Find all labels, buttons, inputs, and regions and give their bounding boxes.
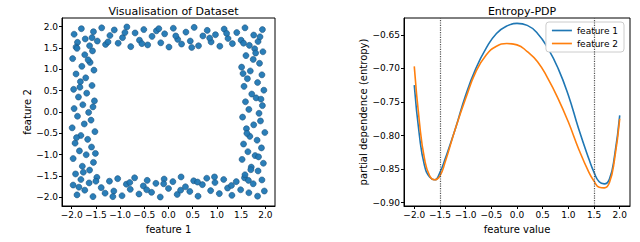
- svg-text:−0.5: −0.5: [480, 210, 502, 220]
- svg-text:−2.0: −2.0: [36, 192, 58, 202]
- svg-text:feature 1: feature 1: [577, 26, 618, 36]
- svg-text:−0.65: −0.65: [372, 30, 400, 40]
- svg-text:2.0: 2.0: [258, 210, 273, 220]
- svg-text:−0.85: −0.85: [372, 164, 400, 174]
- svg-text:−1.5: −1.5: [85, 210, 107, 220]
- svg-text:0.5: 0.5: [44, 86, 58, 96]
- svg-text:2.0: 2.0: [44, 22, 59, 32]
- svg-text:−1.0: −1.0: [455, 210, 477, 220]
- svg-text:0.0: 0.0: [44, 107, 59, 117]
- svg-text:1.5: 1.5: [44, 43, 58, 53]
- svg-text:−1.0: −1.0: [36, 150, 58, 160]
- svg-text:−0.5: −0.5: [36, 128, 58, 138]
- svg-text:feature 2: feature 2: [22, 89, 33, 135]
- svg-text:−0.90: −0.90: [372, 198, 400, 208]
- svg-text:partial dependence (entropy): partial dependence (entropy): [358, 38, 369, 185]
- svg-text:Visualisation of Dataset: Visualisation of Dataset: [108, 5, 239, 18]
- svg-text:1.5: 1.5: [587, 210, 601, 220]
- svg-text:−1.5: −1.5: [36, 171, 58, 181]
- svg-text:feature value: feature value: [484, 224, 551, 235]
- svg-text:Entropy-PDP: Entropy-PDP: [488, 5, 557, 18]
- svg-text:0.0: 0.0: [161, 210, 176, 220]
- svg-text:−0.80: −0.80: [372, 131, 400, 141]
- svg-text:0.5: 0.5: [536, 210, 550, 220]
- svg-text:feature 2: feature 2: [577, 39, 618, 49]
- svg-text:−2.0: −2.0: [403, 210, 425, 220]
- svg-text:feature 1: feature 1: [146, 224, 192, 235]
- svg-text:2.0: 2.0: [613, 210, 628, 220]
- svg-text:−1.0: −1.0: [109, 210, 131, 220]
- svg-text:1.0: 1.0: [44, 64, 59, 74]
- svg-text:0.0: 0.0: [510, 210, 525, 220]
- svg-text:−1.5: −1.5: [429, 210, 451, 220]
- svg-text:−0.75: −0.75: [372, 97, 400, 107]
- svg-text:1.5: 1.5: [234, 210, 248, 220]
- svg-text:−2.0: −2.0: [61, 210, 83, 220]
- svg-text:−0.5: −0.5: [133, 210, 155, 220]
- svg-text:−0.70: −0.70: [372, 63, 400, 73]
- svg-text:1.0: 1.0: [561, 210, 576, 220]
- svg-text:0.5: 0.5: [186, 210, 200, 220]
- svg-text:1.0: 1.0: [210, 210, 225, 220]
